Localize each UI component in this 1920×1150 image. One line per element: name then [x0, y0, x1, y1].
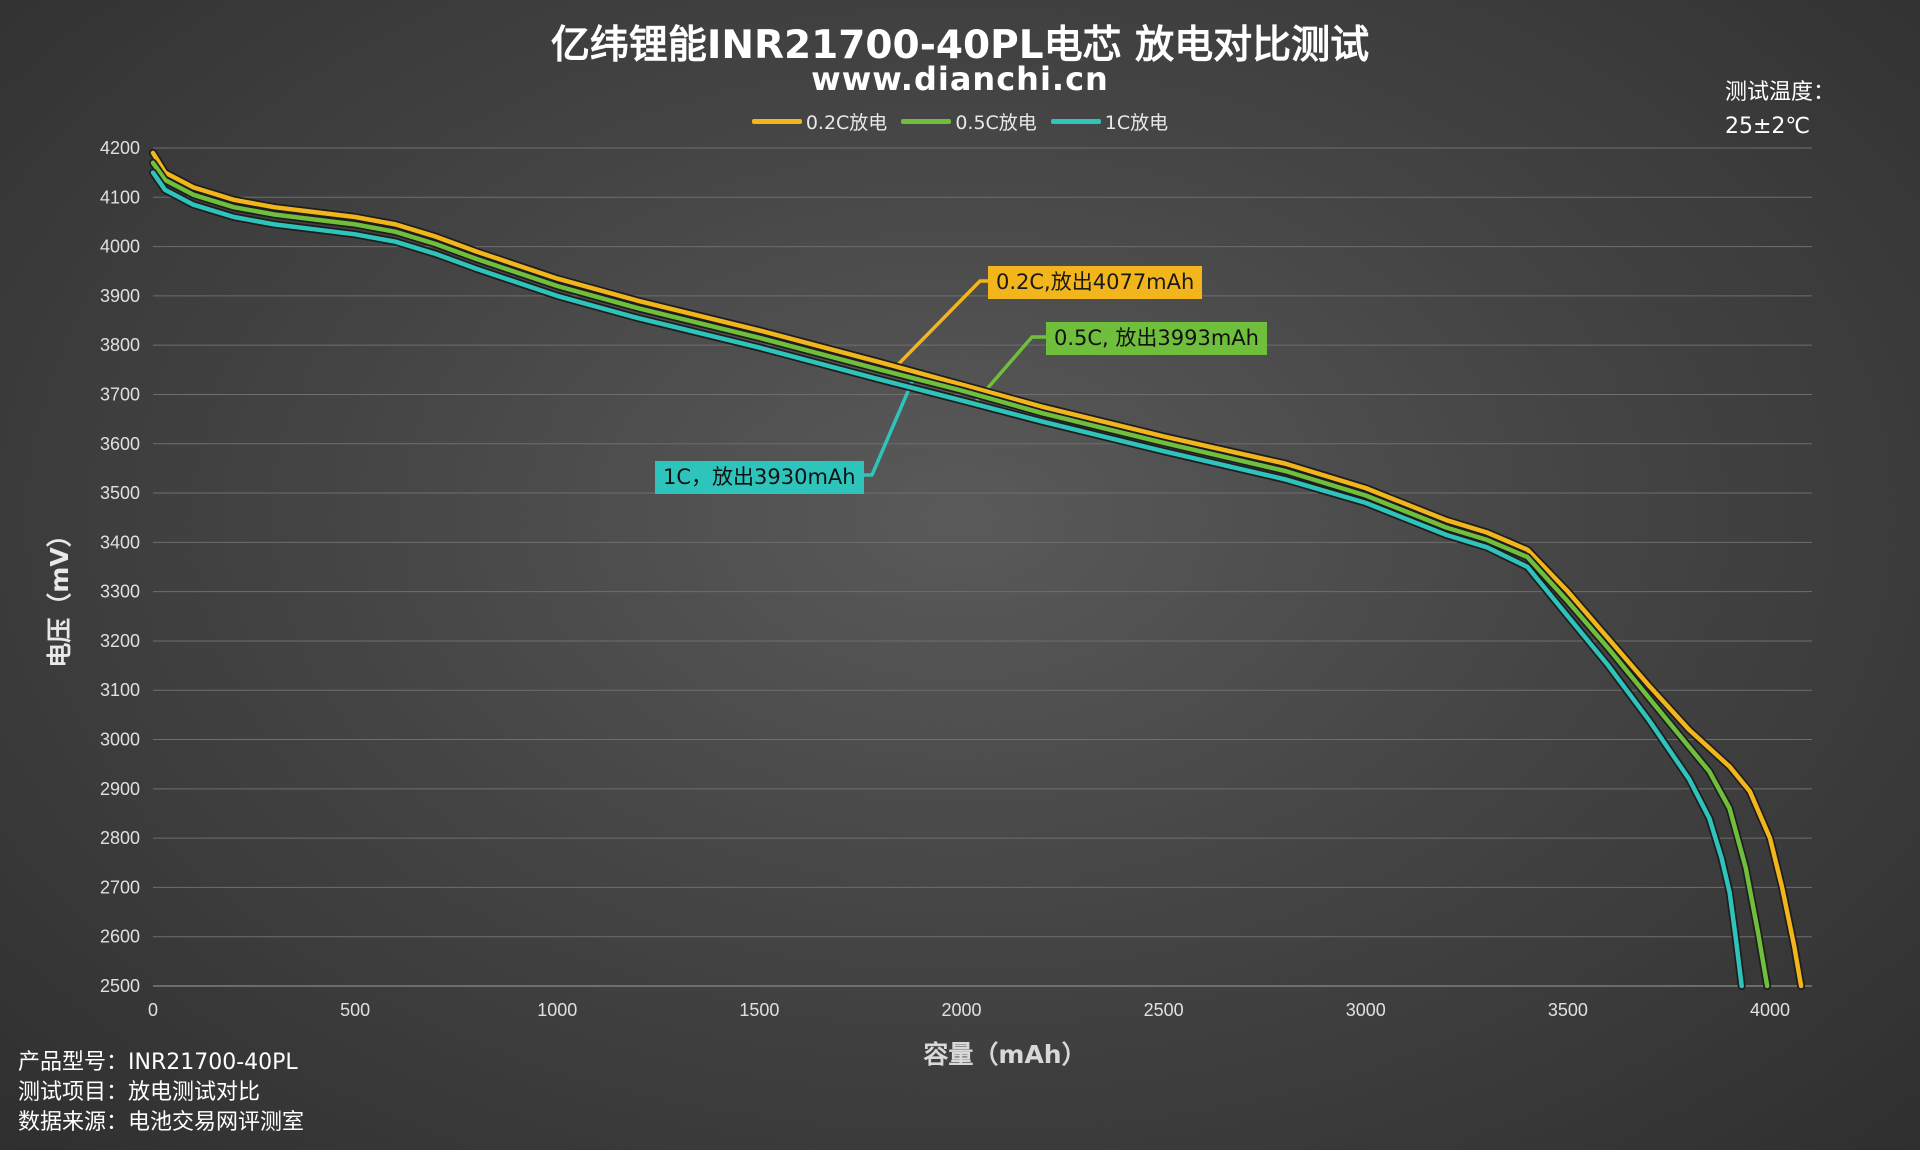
grid-lines [153, 147, 1812, 987]
legend-item-1c: 1C放电 [1050, 108, 1169, 135]
legend-swatch-1c [1050, 119, 1101, 124]
y-tick-label-3500: 3500 [100, 483, 140, 503]
y-tick-label-3000: 3000 [100, 730, 140, 750]
series-outline-2 [149, 168, 1746, 990]
callout-1c: 1C，放出3930mAh [655, 461, 864, 494]
x-tick-label-0: 0 [148, 1000, 158, 1020]
y-tick-label-3700: 3700 [100, 384, 140, 404]
legend-label-1c: 1C放电 [1104, 112, 1169, 134]
legend: 0.2C放电 0.5C放电 1C放电 [0, 108, 1920, 135]
y-tick-label-3400: 3400 [100, 532, 140, 552]
x-axis-label: 容量（mAh） [923, 1040, 1087, 1069]
y-tick-label-3600: 3600 [100, 434, 140, 454]
y-tick-label-2900: 2900 [100, 779, 140, 799]
legend-item-05c: 0.5C放电 [901, 108, 1037, 135]
info-source: 数据来源：电池交易网评测室 [18, 1110, 305, 1135]
callout-02c: 0.2C,放出4077mAh [988, 266, 1203, 299]
y-tick-label-3100: 3100 [100, 680, 140, 700]
x-tick-label-1500: 1500 [739, 1000, 779, 1020]
x-tick-label-2000: 2000 [941, 1000, 981, 1020]
y-tick-label-2600: 2600 [100, 927, 140, 947]
chart-title: 亿纬锂能INR21700-40PL电芯 放电对比测试 [550, 23, 1370, 68]
temperature-note: 测试温度： 25±2℃ [1725, 76, 1835, 144]
legend-label-05c: 0.5C放电 [955, 112, 1037, 134]
legend-swatch-02c [751, 119, 802, 124]
series-outline-0 [149, 148, 1806, 990]
leader-02c [891, 279, 992, 372]
y-tick-label-4100: 4100 [100, 187, 140, 207]
info-block: 产品型号：INR21700-40PL 测试项目：放电测试对比 数据来源：电池交易… [18, 1048, 304, 1138]
legend-swatch-05c [901, 119, 952, 124]
x-tick-label-4000: 4000 [1750, 1000, 1790, 1020]
x-tick-label-2500: 2500 [1144, 1000, 1184, 1020]
series-line-2 [150, 170, 1744, 989]
y-tick-label-3800: 3800 [100, 335, 140, 355]
y-tick-label-3900: 3900 [100, 286, 140, 306]
series-line-1 [150, 160, 1770, 989]
y-tick-label-2500: 2500 [100, 976, 140, 996]
info-model: 产品型号：INR21700-40PL [18, 1050, 298, 1075]
y-tick-label-2800: 2800 [100, 828, 140, 848]
axis-ticks: 2500 2600 2700 2800 2900 3000 3100 3200 3300 3400… [100, 138, 1790, 1020]
x-tick-label-1000: 1000 [537, 1000, 577, 1020]
info-item: 测试项目：放电测试对比 [18, 1080, 261, 1105]
y-axis-label: 电压（mV） [45, 522, 74, 668]
series-lines [149, 148, 1806, 990]
y-tick-label-4200: 4200 [100, 138, 140, 158]
temperature-value: 25±2℃ [1724, 114, 1811, 139]
series-outline-1 [149, 158, 1772, 990]
leader-05c [972, 335, 1050, 406]
temperature-label: 测试温度： [1724, 80, 1835, 105]
y-tick-label-4000: 4000 [100, 237, 140, 257]
y-tick-label-3300: 3300 [100, 582, 140, 602]
y-tick-label-2700: 2700 [100, 877, 140, 897]
x-tick-label-3500: 3500 [1548, 1000, 1588, 1020]
callout-05c: 0.5C, 放出3993mAh [1046, 322, 1267, 355]
legend-item-02c: 0.2C放电 [751, 108, 888, 135]
x-tick-label-500: 500 [340, 1000, 370, 1020]
chart-subtitle: www.dianchi.cn [811, 60, 1109, 98]
x-tick-label-3000: 3000 [1346, 1000, 1386, 1020]
series-line-0 [150, 150, 1804, 989]
legend-label-02c: 0.2C放电 [805, 112, 888, 134]
y-tick-label-3200: 3200 [100, 631, 140, 651]
